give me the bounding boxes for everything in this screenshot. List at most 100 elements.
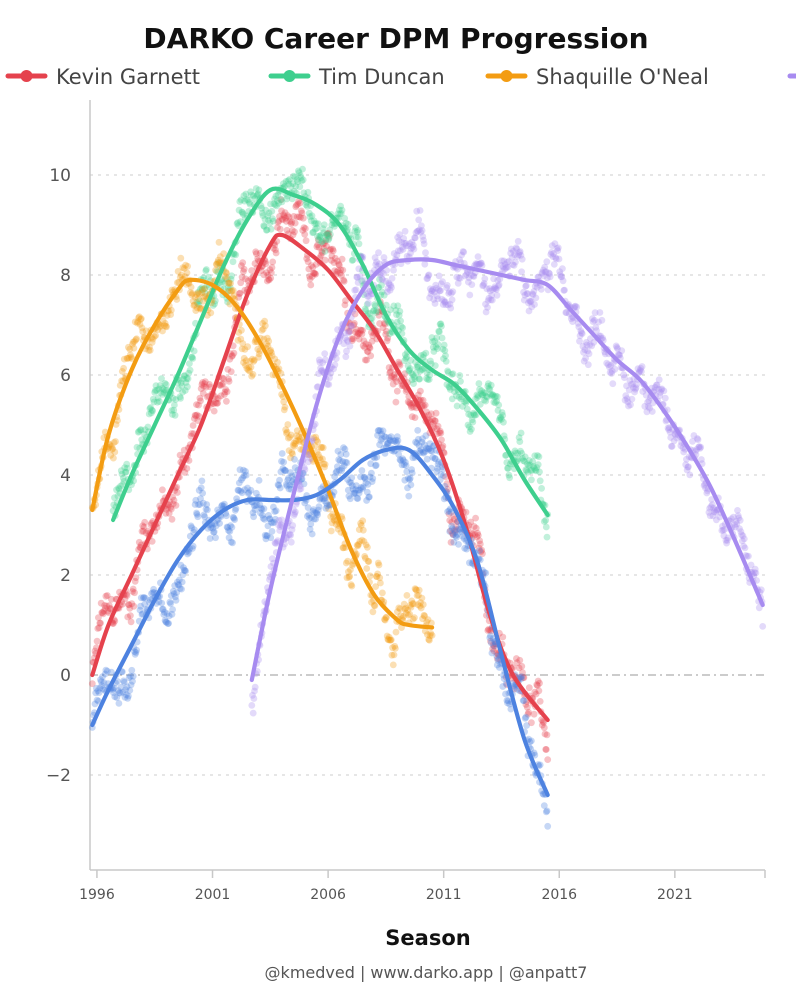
data-point	[493, 393, 501, 401]
data-point	[327, 527, 335, 535]
data-point	[388, 651, 396, 659]
data-point	[274, 191, 282, 199]
data-point	[275, 516, 283, 524]
data-point	[417, 599, 424, 606]
data-point	[289, 450, 296, 458]
data-point	[345, 328, 353, 335]
data-point	[298, 475, 306, 483]
data-point	[478, 391, 486, 399]
data-point	[420, 236, 427, 244]
data-point	[278, 198, 286, 206]
data-point	[451, 388, 458, 395]
data-point	[324, 381, 331, 388]
data-point	[291, 442, 298, 450]
data-point	[316, 496, 324, 503]
data-point	[308, 273, 316, 280]
data-point	[498, 257, 506, 265]
legend-item[interactable]: Shaquille O'Neal	[485, 65, 709, 89]
data-point	[363, 348, 371, 355]
data-point	[417, 396, 425, 404]
data-point	[177, 379, 185, 387]
data-point	[348, 337, 356, 344]
data-point	[389, 437, 397, 444]
data-point	[462, 399, 470, 407]
data-point	[391, 437, 398, 445]
data-point	[407, 603, 415, 611]
data-point	[354, 227, 362, 234]
data-point	[415, 391, 422, 399]
data-point	[528, 476, 535, 484]
x-tick-label: 2021	[657, 887, 693, 903]
data-point	[227, 275, 235, 283]
data-point	[224, 366, 232, 373]
data-point	[381, 320, 389, 328]
data-point	[245, 489, 253, 496]
data-point	[297, 174, 305, 182]
data-point	[304, 188, 312, 196]
data-point	[110, 689, 117, 696]
data-point	[423, 275, 431, 283]
legend[interactable]: Kevin Garnett Tim Duncan Shaquille O'Neal	[5, 65, 796, 89]
data-point	[188, 291, 196, 299]
data-point	[685, 463, 692, 471]
data-point	[409, 241, 417, 249]
data-point	[173, 296, 181, 303]
data-point	[386, 636, 394, 644]
data-point	[361, 344, 368, 351]
data-point	[274, 481, 282, 489]
data-point	[336, 261, 343, 269]
data-point	[111, 693, 119, 701]
data-point	[384, 288, 391, 296]
data-point	[270, 503, 277, 511]
data-point	[423, 408, 430, 416]
data-point	[193, 401, 200, 408]
data-point	[299, 176, 307, 184]
data-point	[181, 387, 189, 394]
data-point	[415, 216, 423, 224]
legend-item[interactable]	[787, 70, 796, 82]
data-point	[709, 512, 717, 520]
legend-item[interactable]: Tim Duncan	[268, 65, 445, 89]
data-point	[369, 307, 377, 315]
data-point	[331, 361, 339, 369]
legend-item[interactable]: Kevin Garnett	[5, 65, 200, 89]
data-point	[447, 304, 455, 312]
data-point	[451, 526, 458, 534]
data-point	[420, 449, 428, 457]
data-point	[196, 394, 204, 402]
data-point	[591, 316, 598, 324]
data-point	[202, 383, 210, 391]
data-point	[255, 186, 263, 194]
data-point	[573, 303, 581, 311]
data-point	[420, 351, 428, 359]
data-point	[212, 395, 220, 403]
legend-label: Shaquille O'Neal	[536, 65, 709, 89]
data-point	[151, 387, 159, 394]
data-point	[467, 411, 475, 419]
data-point	[358, 277, 366, 285]
data-point	[139, 522, 147, 530]
data-point	[139, 328, 147, 335]
data-point	[190, 347, 198, 355]
data-point	[490, 647, 498, 655]
data-point	[528, 719, 535, 727]
data-point	[176, 273, 184, 281]
data-point	[301, 231, 309, 238]
data-point	[321, 497, 328, 505]
data-point	[289, 231, 297, 239]
data-point	[212, 260, 220, 268]
data-point	[734, 507, 741, 514]
data-point	[237, 196, 245, 204]
data-point	[473, 261, 480, 269]
data-point	[103, 667, 111, 675]
data-point	[525, 462, 532, 469]
data-point	[162, 322, 170, 330]
data-point	[406, 399, 413, 407]
data-point	[216, 520, 224, 527]
data-point	[309, 229, 317, 237]
data-point	[146, 346, 154, 354]
data-point	[572, 302, 579, 310]
data-point	[194, 300, 202, 308]
data-point	[374, 559, 382, 567]
data-point	[131, 318, 139, 326]
